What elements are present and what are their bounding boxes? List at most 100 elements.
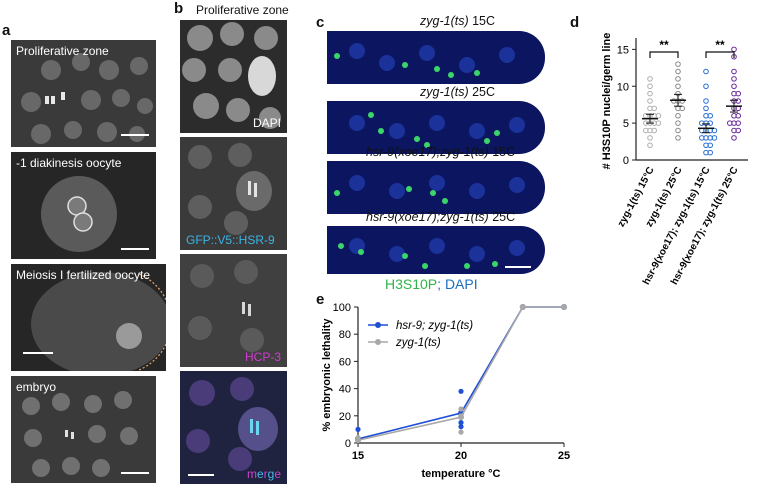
- x-tick-label: 15: [352, 450, 364, 462]
- legend-label: zyg-1(ts): [395, 337, 441, 349]
- scale-bar: [23, 352, 53, 354]
- gonad-image-3: [327, 161, 545, 214]
- data-point: [675, 112, 681, 119]
- hsr9-signal: [188, 143, 272, 235]
- data-point: [675, 68, 681, 75]
- gonad-image-4: [327, 226, 545, 274]
- panel-c-legend: H3S10P; DAPI: [385, 276, 478, 292]
- data-point: [675, 76, 681, 82]
- oocyte-shape: [41, 176, 117, 252]
- caption-embryo: embryo: [16, 380, 57, 394]
- data-point: [731, 83, 737, 90]
- panel-label-c: c: [316, 14, 325, 31]
- data-point: [735, 127, 741, 134]
- y-tick-label: 20: [339, 411, 351, 423]
- gonad-signal: [334, 175, 525, 204]
- replicate-point: [355, 434, 361, 441]
- data-point: [655, 120, 662, 126]
- data-point: [643, 127, 649, 134]
- data-point: [703, 68, 709, 75]
- legend-label: hsr-9; zyg-1(ts): [396, 320, 473, 332]
- panel-label-d: d: [570, 14, 580, 31]
- genotype: hsr-9(xoe17);zyg-1(ts): [366, 210, 489, 224]
- y-tick-label: 5: [623, 118, 629, 130]
- data-point: [711, 135, 718, 141]
- data-point: [731, 68, 737, 75]
- replicate-point: [355, 426, 361, 432]
- temperature: 25C: [468, 85, 496, 99]
- replicate-point: [458, 424, 464, 430]
- data-point: [651, 105, 657, 112]
- micrograph-b-merge: merge: [180, 371, 287, 484]
- scale-bar: [121, 472, 149, 474]
- data-point: [703, 105, 709, 112]
- caption-merge: merge: [247, 467, 281, 481]
- data-point: [735, 98, 741, 104]
- series-line: [357, 306, 564, 442]
- fertilized-oocyte-shape: [31, 272, 166, 371]
- y-tick-label: 100: [333, 302, 351, 314]
- data-point: [647, 98, 653, 104]
- gonad-title-4: hsr-9(xoe17);zyg-1(ts) 25C: [366, 210, 515, 224]
- data-point: [679, 105, 685, 112]
- replicate-point: [458, 429, 464, 435]
- caption-proliferative-zone: Proliferative zone: [16, 44, 109, 58]
- panel-label-b: b: [174, 0, 184, 17]
- significance-label: **: [715, 38, 725, 52]
- data-point: [707, 120, 713, 126]
- x-tick-label: 20: [455, 450, 467, 462]
- data-point: [731, 76, 737, 82]
- merge-letter: g: [267, 467, 275, 481]
- replicate-point: [458, 413, 464, 419]
- legend-dapi: DAPI: [444, 276, 478, 292]
- gonad-image-1: [327, 31, 545, 84]
- merge-letter: e: [274, 467, 281, 481]
- panel-b-title: Proliferative zone: [196, 3, 289, 17]
- micrograph-a-embryo: embryo: [11, 376, 156, 483]
- merge-signal: [186, 377, 278, 471]
- data-point: [675, 120, 681, 126]
- merge-letter: r: [263, 467, 268, 481]
- data-point: [675, 127, 681, 134]
- caption-dapi: DAPI: [252, 116, 281, 130]
- data-point: [655, 112, 662, 119]
- micrograph-a-diakinesis: -1 diakinesis oocyte: [11, 152, 156, 259]
- gonad-title-1: zyg-1(ts) 15C: [420, 14, 495, 28]
- temperature: 25C: [488, 210, 516, 224]
- genotype: hsr-9(xoe17);zyg-1(ts): [366, 145, 489, 159]
- micrograph-b-dapi: DAPI: [180, 20, 287, 133]
- caption-meiosis-fertilized-oocyte: Meiosis I fertilized oocyte: [16, 268, 151, 282]
- micrograph-a-proliferative: Proliferative zone: [11, 40, 156, 147]
- series-point: [561, 304, 567, 310]
- merge-letter: e: [256, 467, 264, 481]
- y-tick-label: 10: [617, 81, 629, 93]
- y-tick-label: 60: [339, 356, 351, 368]
- legend-h3s10p: H3S10P: [385, 276, 438, 292]
- gonad-title-2: zyg-1(ts) 25C: [420, 85, 495, 99]
- data-point: [735, 90, 741, 97]
- data-point: [647, 83, 653, 90]
- y-tick-label: 80: [339, 329, 351, 341]
- caption-gfp-v5-hsr9: GFP::V5::HSR-9: [186, 233, 275, 247]
- data-point: [735, 112, 741, 119]
- micrograph-a-meiosis: Meiosis I fertilized oocyte: [11, 264, 166, 371]
- hcp3-signal: [188, 260, 264, 352]
- gonad-title-3: hsr-9(xoe17);zyg-1(ts) 15C: [366, 145, 515, 159]
- data-point: [707, 149, 713, 156]
- significance-label: **: [659, 38, 669, 52]
- gonad-signal: [349, 112, 525, 148]
- y-tick-label: 0: [345, 438, 351, 450]
- replicate-point: [458, 420, 464, 426]
- gonad-signal: [334, 43, 515, 78]
- legend-marker: [375, 339, 381, 345]
- scale-bar: [188, 474, 214, 476]
- data-point: [699, 120, 705, 126]
- data-point: [731, 46, 737, 53]
- x-tick-label: 25: [558, 450, 570, 462]
- data-point: [675, 61, 681, 67]
- panel-label-a: a: [2, 22, 11, 39]
- replicate-point: [458, 406, 464, 412]
- caption-hcp3: HCP-3: [244, 350, 281, 364]
- y-axis-label: % embryonic lethality: [321, 318, 333, 432]
